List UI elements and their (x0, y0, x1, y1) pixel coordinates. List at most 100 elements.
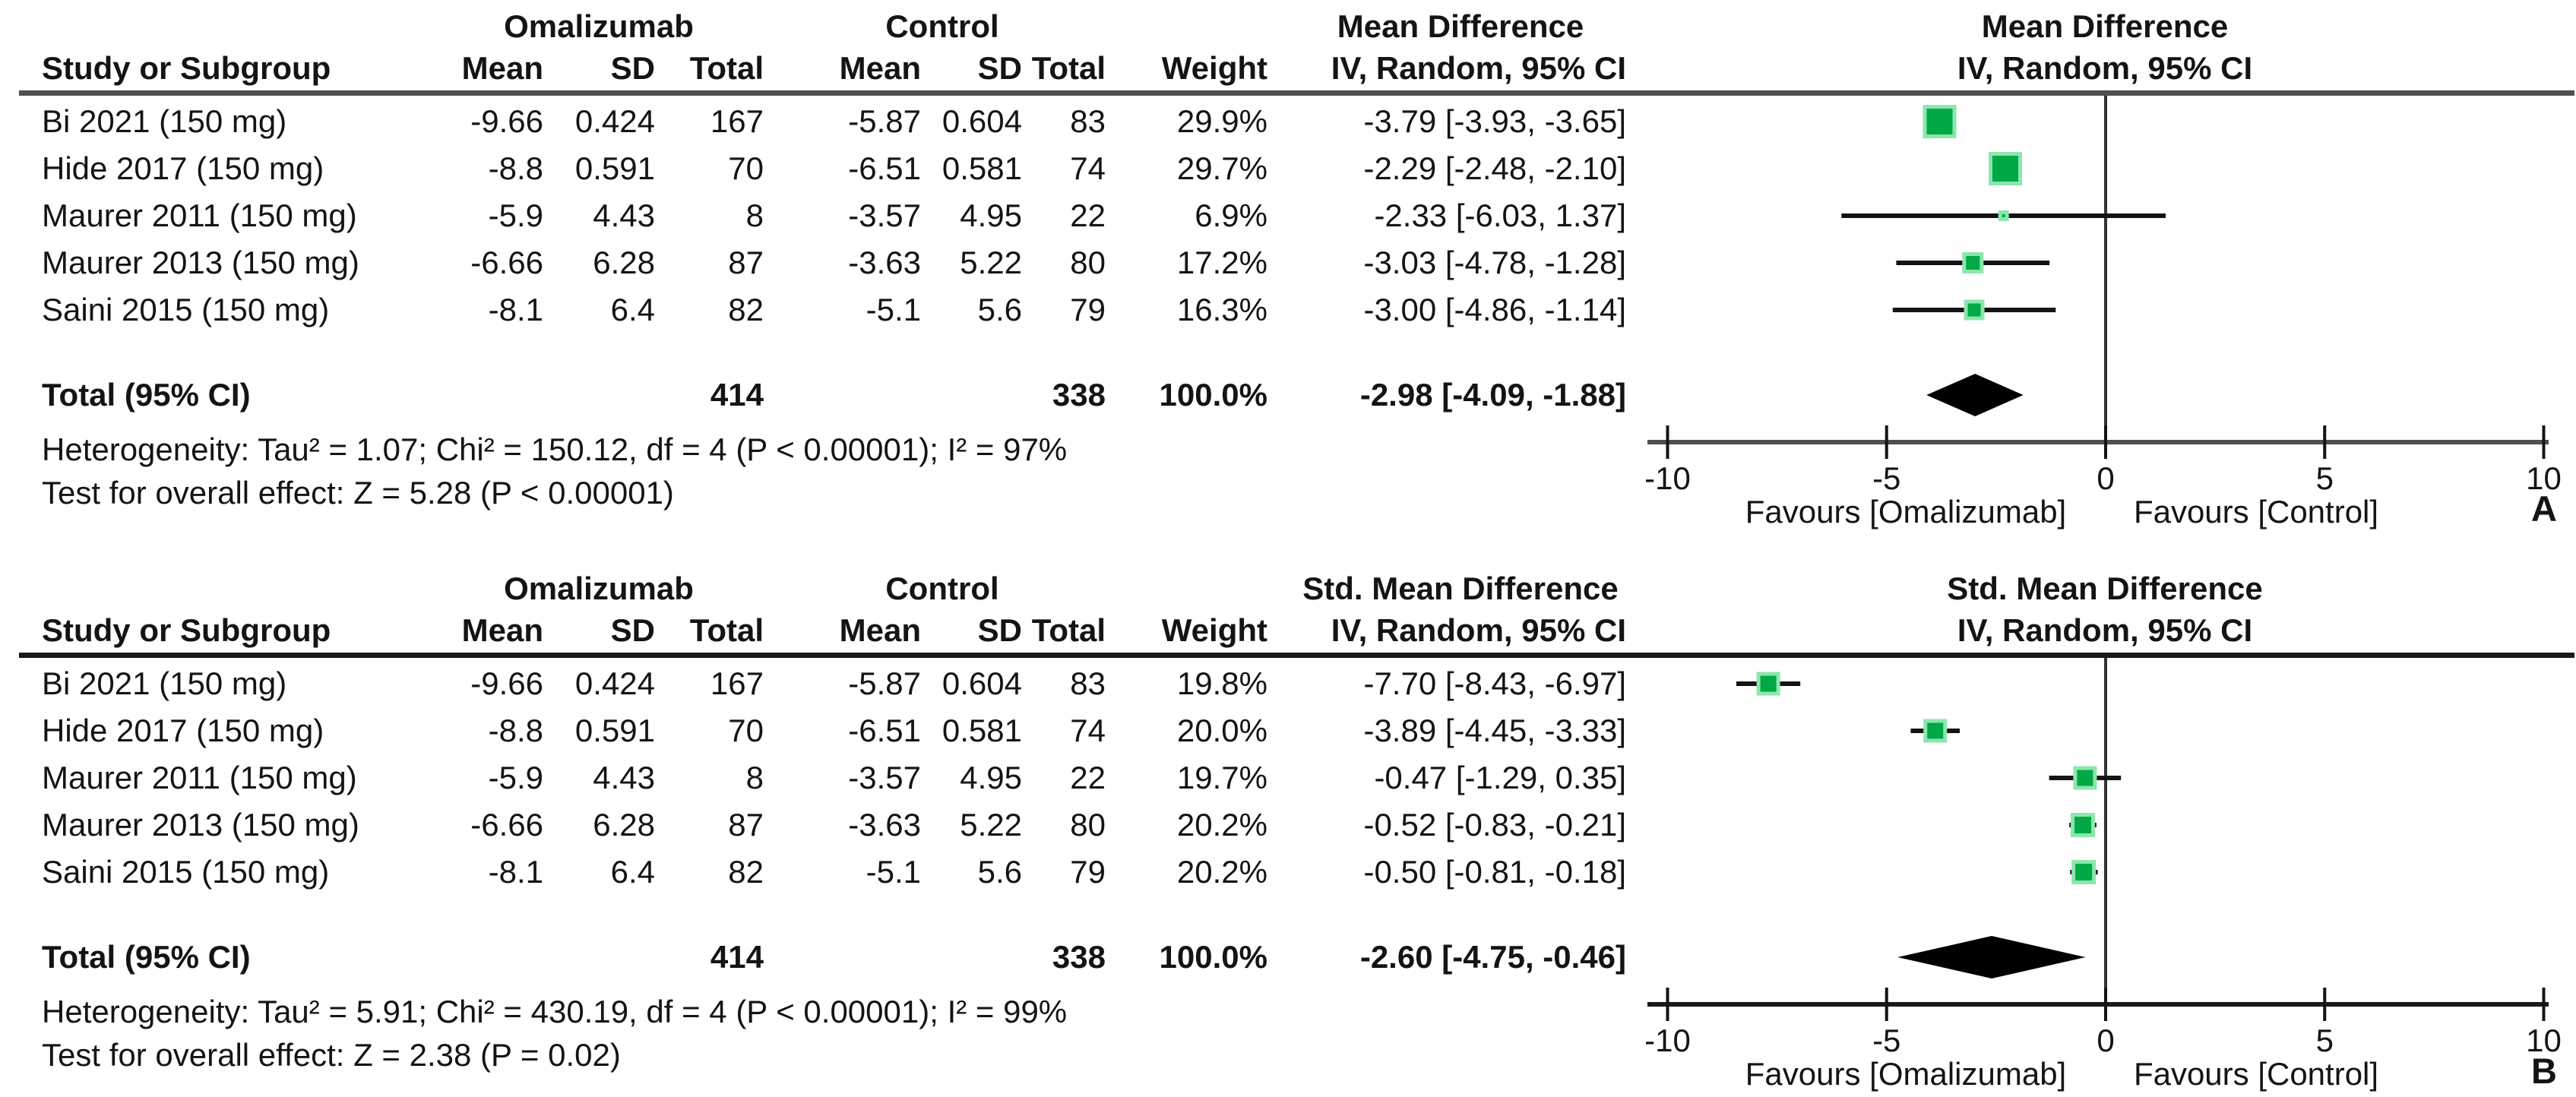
study-sd2: 0.604 (941, 665, 1022, 701)
total-ci: -2.98 [-4.09, -1.88] (1359, 377, 1626, 413)
study-mean2: -3.57 (848, 198, 921, 233)
study-name: Maurer 2011 (150 mg) (42, 760, 357, 795)
study-sd1: 0.424 (574, 103, 655, 139)
study-sd1: 0.424 (574, 665, 655, 701)
plot-title-line1: Std. Mean Difference (1947, 571, 2263, 606)
study-sd1: 6.28 (593, 245, 655, 280)
study-total2: 83 (1070, 103, 1106, 139)
axis-tick-label: 10 (2526, 1023, 2562, 1058)
axis-tick-label: 5 (2315, 1023, 2334, 1058)
plot-title-line1: Mean Difference (1981, 8, 2229, 44)
study-weight: 29.9% (1176, 103, 1267, 139)
study-name: Hide 2017 (150 mg) (42, 150, 324, 186)
study-total1: 87 (728, 245, 764, 280)
study-mean1: -8.8 (488, 713, 543, 748)
study-weight: 19.8% (1176, 665, 1267, 701)
axis-tick-label: 10 (2526, 460, 2562, 496)
study-name: Saini 2015 (150 mg) (42, 292, 330, 327)
col-sd2-header: SD (977, 612, 1022, 648)
study-total1: 167 (710, 103, 764, 139)
pooled-diamond (1926, 374, 2024, 416)
effect-measure-table-header: Mean Difference (1337, 8, 1584, 44)
study-weight: 19.7% (1176, 760, 1267, 795)
study-total1: 167 (710, 665, 764, 701)
study-total1: 8 (745, 760, 764, 795)
pooled-diamond (1897, 936, 2086, 978)
study-sd1: 4.43 (593, 760, 655, 795)
weight-square (1988, 152, 2022, 185)
panel-b: Omalizumab Control Std. Mean Difference … (0, 562, 2576, 1097)
study-ci_text: -3.89 [-4.45, -3.33] (1363, 713, 1626, 748)
weight-square (1964, 299, 1985, 321)
panel-a: Omalizumab Control Mean Difference Mean … (19, 8, 2574, 530)
weight-square (2071, 813, 2096, 837)
group2-header: Control (885, 571, 999, 606)
col-total2-header: Total (1031, 50, 1106, 86)
panel-letter: B (2531, 1051, 2557, 1091)
study-sd1: 0.591 (574, 150, 655, 186)
study-sd2: 4.95 (960, 760, 1022, 795)
group1-header: Omalizumab (504, 8, 694, 44)
study-sd1: 6.28 (593, 807, 655, 843)
favours-right-label: Favours [Control] (2133, 494, 2379, 530)
favours-left-label: Favours [Omalizumab] (1745, 494, 2067, 530)
study-total2: 80 (1070, 807, 1106, 843)
study-total2: 79 (1070, 292, 1106, 327)
study-total1: 70 (728, 713, 764, 748)
study-sd1: 6.4 (610, 854, 655, 890)
plot-title-line2: IV, Random, 95% CI (1957, 50, 2253, 86)
study-weight: 20.2% (1176, 807, 1267, 843)
study-weight: 20.0% (1176, 713, 1267, 748)
col-weight-header: Weight (1161, 50, 1267, 86)
col-ci-header: IV, Random, 95% CI (1331, 612, 1626, 648)
col-total2-header: Total (1031, 612, 1106, 648)
study-total1: 82 (728, 292, 764, 327)
study-mean2: -5.1 (866, 854, 921, 890)
study-mean1: -6.66 (470, 807, 543, 843)
heterogeneity-line: Heterogeneity: Tau² = 1.07; Chi² = 150.1… (42, 432, 1068, 467)
col-mean2-header: Mean (839, 50, 921, 86)
weight-square (1962, 252, 1984, 273)
heterogeneity-line: Heterogeneity: Tau² = 5.91; Chi² = 430.1… (42, 994, 1068, 1029)
study-total2: 80 (1070, 245, 1106, 280)
study-total2: 74 (1070, 150, 1106, 186)
study-mean2: -5.1 (866, 292, 921, 327)
study-name: Maurer 2013 (150 mg) (42, 245, 359, 280)
study-mean2: -6.51 (848, 713, 921, 748)
study-total1: 82 (728, 854, 764, 890)
study-sd2: 0.581 (941, 713, 1022, 748)
total-total2: 338 (1052, 939, 1106, 975)
study-mean1: -8.1 (488, 854, 543, 890)
total-weight: 100.0% (1159, 377, 1267, 413)
axis-tick-label: 0 (2097, 1023, 2115, 1058)
study-weight: 6.9% (1195, 198, 1267, 233)
study-weight: 20.2% (1176, 854, 1267, 890)
favours-right-label: Favours [Control] (2133, 1056, 2379, 1092)
total-weight: 100.0% (1159, 939, 1267, 975)
study-sd1: 0.591 (574, 713, 655, 748)
study-total1: 70 (728, 150, 764, 186)
effect-measure-table-header: Std. Mean Difference (1302, 571, 1619, 606)
total-total1: 414 (710, 939, 764, 975)
study-mean2: -3.63 (848, 807, 921, 843)
col-study-header: Study or Subgroup (42, 612, 331, 648)
plot-title-line2: IV, Random, 95% CI (1957, 612, 2253, 648)
header-rule (19, 90, 2574, 96)
study-sd2: 5.22 (960, 245, 1022, 280)
study-sd2: 4.95 (960, 198, 1022, 233)
study-mean1: -5.9 (488, 198, 543, 233)
study-ci_text: -0.47 [-1.29, 0.35] (1374, 760, 1626, 795)
study-name: Bi 2021 (150 mg) (42, 665, 287, 701)
study-total1: 8 (745, 198, 764, 233)
col-study-header: Study or Subgroup (42, 50, 331, 86)
study-sd2: 0.604 (941, 103, 1022, 139)
study-ci_text: -3.03 [-4.78, -1.28] (1363, 245, 1626, 280)
study-mean2: -5.87 (848, 665, 921, 701)
group2-header: Control (885, 8, 999, 44)
panel-letter: A (2531, 488, 2557, 529)
study-mean2: -3.63 (848, 245, 921, 280)
header-rule (19, 653, 2574, 658)
col-mean2-header: Mean (839, 612, 921, 648)
col-ci-header: IV, Random, 95% CI (1331, 50, 1626, 86)
